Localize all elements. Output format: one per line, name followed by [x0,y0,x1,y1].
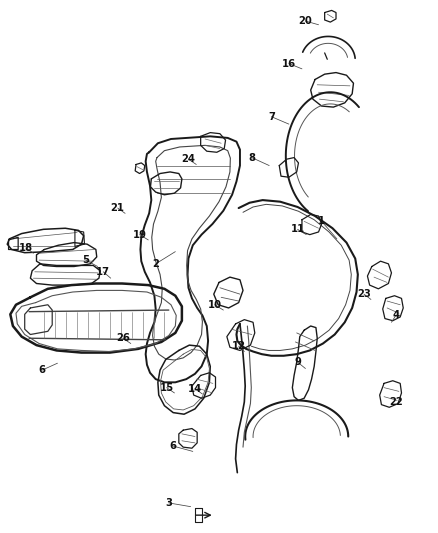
Text: 4: 4 [392,310,399,320]
Text: 10: 10 [208,300,222,310]
Text: 17: 17 [96,267,110,277]
Text: 3: 3 [166,498,172,508]
Text: 23: 23 [357,289,371,299]
Text: 22: 22 [389,397,403,407]
Text: 11: 11 [290,224,305,235]
Text: 8: 8 [248,152,255,163]
Text: 9: 9 [294,357,301,367]
Text: 19: 19 [133,230,147,240]
Text: 7: 7 [268,112,275,122]
Text: 14: 14 [188,384,202,394]
Text: 1: 1 [318,216,325,227]
Text: 24: 24 [181,154,195,164]
Text: 6: 6 [39,365,46,375]
Text: 18: 18 [19,243,33,253]
Text: 2: 2 [152,259,159,269]
Text: 5: 5 [82,255,89,265]
Text: 21: 21 [111,203,125,213]
Text: 20: 20 [299,16,312,26]
Text: 6: 6 [170,441,177,451]
Text: 26: 26 [116,333,130,343]
Text: 12: 12 [232,341,246,351]
Text: 15: 15 [159,383,174,393]
Text: 16: 16 [282,59,296,69]
